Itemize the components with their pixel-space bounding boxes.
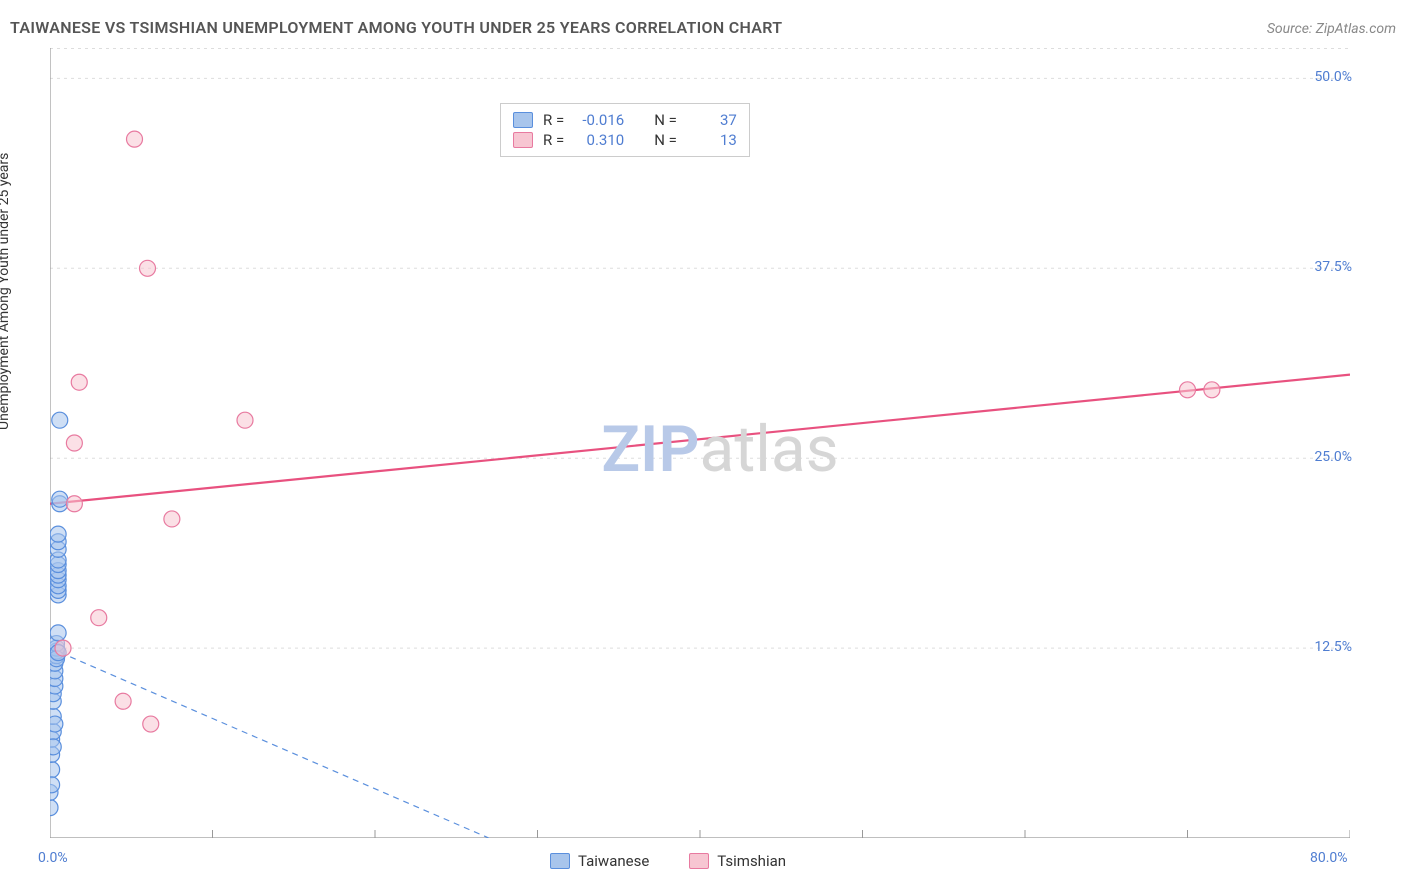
r-value-tsimshian: 0.310 bbox=[574, 131, 624, 149]
legend-row-taiwanese: R = -0.016 N = 37 bbox=[513, 110, 737, 130]
r-label: R = bbox=[543, 111, 564, 129]
x-axis-max-label: 80.0% bbox=[1310, 850, 1348, 866]
y-tick-label: 25.0% bbox=[1292, 449, 1352, 465]
chart-title: TAIWANESE VS TSIMSHIAN UNEMPLOYMENT AMON… bbox=[10, 18, 782, 37]
y-tick-label: 12.5% bbox=[1292, 639, 1352, 655]
y-tick-label: 37.5% bbox=[1292, 259, 1352, 275]
correlation-legend: R = -0.016 N = 37 R = 0.310 N = 13 bbox=[500, 103, 750, 157]
scatter-plot bbox=[50, 48, 1350, 838]
legend-item-tsimshian: Tsimshian bbox=[689, 852, 786, 870]
source-label: Source: ZipAtlas.com bbox=[1267, 21, 1396, 37]
legend-label-tsimshian: Tsimshian bbox=[717, 852, 786, 870]
n-value-taiwanese: 37 bbox=[687, 111, 737, 129]
swatch-taiwanese-bottom bbox=[550, 853, 570, 869]
n-label: N = bbox=[654, 111, 677, 129]
legend-label-taiwanese: Taiwanese bbox=[578, 852, 649, 870]
r-label: R = bbox=[543, 131, 564, 149]
n-label: N = bbox=[654, 131, 677, 149]
legend-row-tsimshian: R = 0.310 N = 13 bbox=[513, 130, 737, 150]
chart-area: ZIPatlas R = -0.016 N = 37 R = 0.310 N =… bbox=[50, 48, 1390, 858]
y-axis-label: Unemployment Among Youth under 25 years bbox=[0, 153, 12, 430]
title-bar: TAIWANESE VS TSIMSHIAN UNEMPLOYMENT AMON… bbox=[10, 18, 1396, 37]
legend-item-taiwanese: Taiwanese bbox=[550, 852, 649, 870]
swatch-tsimshian bbox=[513, 132, 533, 148]
swatch-tsimshian-bottom bbox=[689, 853, 709, 869]
y-tick-label: 50.0% bbox=[1292, 69, 1352, 85]
swatch-taiwanese bbox=[513, 112, 533, 128]
n-value-tsimshian: 13 bbox=[687, 131, 737, 149]
r-value-taiwanese: -0.016 bbox=[574, 111, 624, 129]
x-axis-min-label: 0.0% bbox=[38, 850, 68, 866]
series-legend: Taiwanese Tsimshian bbox=[550, 852, 786, 870]
